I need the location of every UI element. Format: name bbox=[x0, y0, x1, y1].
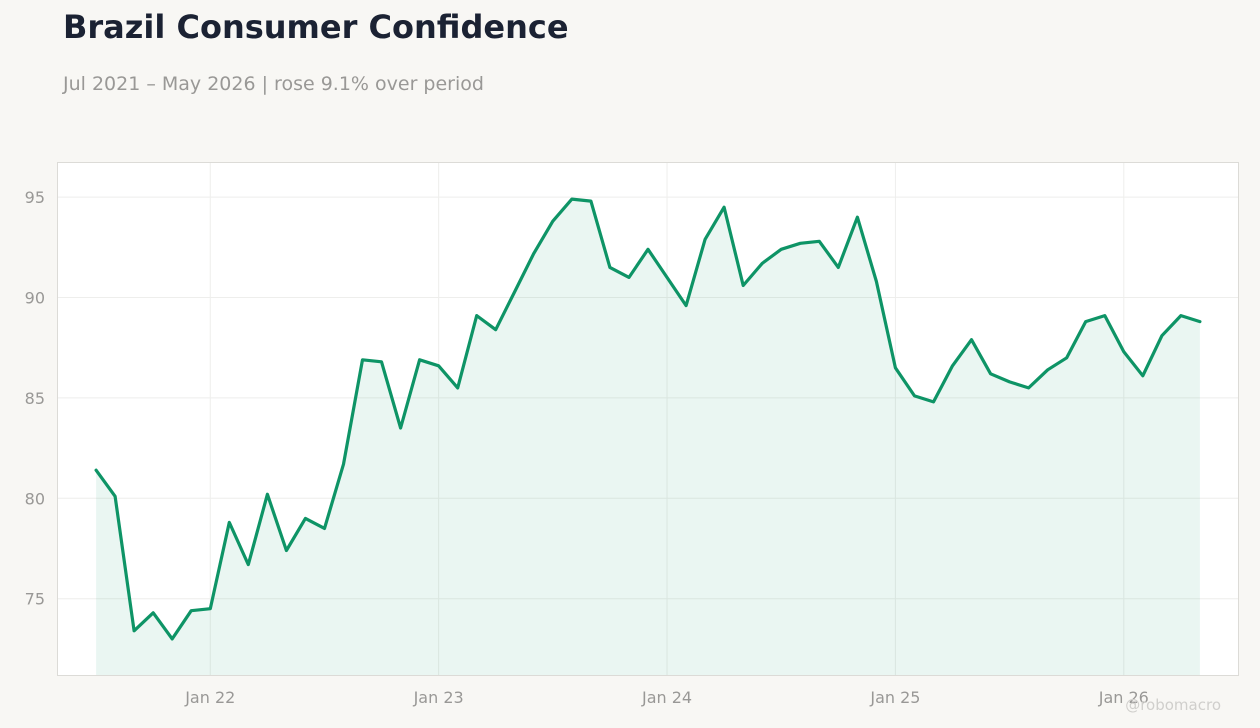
data-point bbox=[151, 611, 155, 615]
data-point bbox=[1141, 374, 1145, 378]
data-point bbox=[951, 364, 955, 368]
data-point bbox=[399, 426, 403, 430]
data-point bbox=[456, 386, 460, 390]
data-point bbox=[836, 265, 840, 269]
data-point bbox=[989, 372, 993, 376]
data-point bbox=[798, 241, 802, 245]
data-point bbox=[113, 494, 117, 498]
data-point bbox=[817, 239, 821, 243]
series-area bbox=[96, 199, 1200, 675]
data-point bbox=[418, 358, 422, 362]
data-point bbox=[265, 492, 269, 496]
data-point bbox=[646, 247, 650, 251]
data-point bbox=[513, 290, 517, 294]
data-point bbox=[170, 637, 174, 641]
chart-title: Brazil Consumer Confidence bbox=[63, 8, 569, 46]
data-point bbox=[494, 328, 498, 332]
data-point bbox=[1027, 386, 1031, 390]
data-point bbox=[970, 338, 974, 342]
data-point bbox=[246, 563, 250, 567]
data-point bbox=[342, 462, 346, 466]
data-point bbox=[551, 219, 555, 223]
data-point bbox=[665, 275, 669, 279]
chart-subtitle: Jul 2021 – May 2026 | rose 9.1% over per… bbox=[63, 73, 484, 95]
data-point bbox=[227, 520, 231, 524]
data-point bbox=[380, 360, 384, 364]
data-point bbox=[189, 609, 193, 613]
data-point bbox=[132, 629, 136, 633]
y-tick-label: 85 bbox=[25, 389, 45, 408]
data-point bbox=[1084, 320, 1088, 324]
data-point bbox=[94, 468, 98, 472]
data-point bbox=[208, 607, 212, 611]
axis-labels: 75 80 85 90 95 Jan 22 Jan 23 Jan 24 Jan 25 Jan 26 bbox=[25, 188, 1149, 707]
data-point bbox=[303, 516, 307, 520]
data-point bbox=[570, 197, 574, 201]
data-point bbox=[703, 237, 707, 241]
y-tick-label: 80 bbox=[25, 489, 45, 508]
data-point bbox=[1160, 334, 1164, 338]
data-point bbox=[779, 247, 783, 251]
data-point bbox=[932, 400, 936, 404]
grid-lines bbox=[58, 163, 1238, 675]
data-point bbox=[437, 364, 441, 368]
data-point bbox=[893, 366, 897, 370]
y-tick-label: 90 bbox=[25, 289, 45, 308]
data-point bbox=[532, 251, 536, 255]
data-point bbox=[855, 215, 859, 219]
data-point bbox=[874, 280, 878, 284]
data-point bbox=[684, 304, 688, 308]
data-point bbox=[913, 394, 917, 398]
data-point bbox=[1103, 314, 1107, 318]
data-layer bbox=[94, 197, 1202, 675]
data-point bbox=[284, 549, 288, 553]
data-point bbox=[627, 275, 631, 279]
x-tick-label: Jan 26 bbox=[1098, 688, 1149, 707]
data-point bbox=[1198, 320, 1202, 324]
series-line bbox=[94, 197, 1202, 641]
y-tick-label: 75 bbox=[25, 590, 45, 609]
data-point bbox=[741, 284, 745, 288]
data-point bbox=[589, 199, 593, 203]
x-tick-label: Jan 24 bbox=[641, 688, 692, 707]
data-point bbox=[760, 261, 764, 265]
data-point bbox=[323, 526, 327, 530]
x-tick-label: Jan 22 bbox=[184, 688, 235, 707]
data-point bbox=[1065, 356, 1069, 360]
data-point bbox=[361, 358, 365, 362]
data-point bbox=[722, 205, 726, 209]
data-point bbox=[475, 314, 479, 318]
data-point bbox=[1122, 350, 1126, 354]
x-tick-label: Jan 25 bbox=[869, 688, 920, 707]
data-point bbox=[1008, 380, 1012, 384]
data-point bbox=[1179, 314, 1183, 318]
x-tick-label: Jan 23 bbox=[413, 688, 464, 707]
data-point bbox=[1046, 368, 1050, 372]
data-point bbox=[608, 265, 612, 269]
y-tick-label: 95 bbox=[25, 188, 45, 207]
watermark: @robomacro bbox=[1125, 696, 1221, 714]
